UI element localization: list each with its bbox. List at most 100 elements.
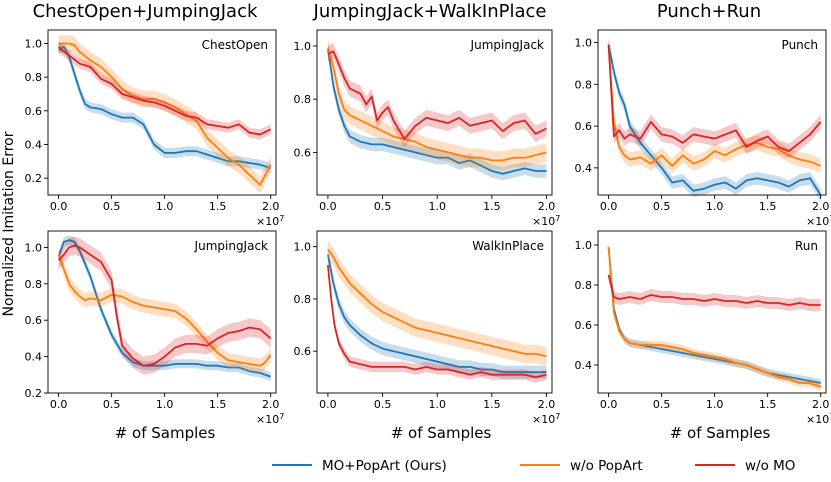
y-tick-label: 0.4 xyxy=(575,359,593,372)
series-band-1 xyxy=(327,42,547,181)
panel-title: ChestOpen xyxy=(202,38,268,52)
series-band-2 xyxy=(327,39,547,170)
x-tick-label: 0.0 xyxy=(319,398,337,411)
panel-title: WalkInPlace xyxy=(472,239,544,253)
x-tick-label: 1.0 xyxy=(428,398,446,411)
x-tick-label: 1.0 xyxy=(706,200,724,213)
series-band-3 xyxy=(608,37,821,159)
legend-label-wo-mo: w/o MO xyxy=(745,458,795,474)
x-tick-label: 1.0 xyxy=(156,398,174,411)
x-tick-label: 1.5 xyxy=(759,398,777,411)
y-tick-label: 0.4 xyxy=(575,162,593,175)
series-band-1 xyxy=(327,248,547,379)
x-tick-label: 0.0 xyxy=(600,398,618,411)
series-line-2 xyxy=(327,48,547,162)
series-band-3 xyxy=(608,269,821,311)
x-tick-label: 1.5 xyxy=(209,200,227,213)
series-line-1 xyxy=(327,48,547,175)
panel-5: 0.0 0.5 1.0 1.5 2.0 0.6 0.8 1.0 WalkInPlace ×107 xyxy=(294,230,560,426)
x-tick-label: 1.5 xyxy=(759,200,777,213)
y-tick-label: 1.0 xyxy=(294,40,312,53)
y-tick-label: 0.8 xyxy=(25,278,43,291)
x-tick-label: 0.5 xyxy=(374,398,392,411)
y-tick-label: 0.6 xyxy=(294,146,312,159)
series-band-2 xyxy=(327,240,547,366)
x-tick-label: 2.0 xyxy=(538,398,556,411)
x-axis-label-2: # of Samples xyxy=(391,424,492,442)
x-tick-label: 1.0 xyxy=(428,200,446,213)
legend-label-ours: MO+PopArt (Ours) xyxy=(322,458,447,474)
x-exponent-label: ×107 xyxy=(256,412,284,426)
series-line-3 xyxy=(607,44,822,152)
y-tick-label: 1.0 xyxy=(575,239,593,252)
series-line-3 xyxy=(607,274,821,306)
series-line-2 xyxy=(607,44,822,167)
y-tick-label: 0.6 xyxy=(575,319,593,332)
series-line-3 xyxy=(57,46,272,136)
series-line-2 xyxy=(327,248,547,358)
x-tick-label: 2.0 xyxy=(812,200,830,213)
chart-panels: 0.0 0.5 1.0 1.5 2.0 0.2 0.4 0.6 0.8 1.0 ChestOpen ×… xyxy=(25,29,831,426)
series-line-3 xyxy=(327,264,547,379)
series-line-1 xyxy=(607,44,822,196)
x-exponent-label: ×107 xyxy=(806,214,831,228)
series-band-1 xyxy=(608,243,821,387)
x-tick-label: 2.0 xyxy=(262,200,280,213)
axes-frame xyxy=(316,29,553,196)
series-line-1 xyxy=(57,239,271,378)
x-tick-label: 1.0 xyxy=(706,398,724,411)
panel-title: JumpingJack xyxy=(194,239,268,253)
panel-1: 0.0 0.5 1.0 1.5 2.0 0.2 0.4 0.6 0.8 1.0 ChestOpen ×… xyxy=(25,29,284,228)
panel-title: JumpingJack xyxy=(470,38,544,52)
x-tick-label: 0.0 xyxy=(319,200,337,213)
series-line-1 xyxy=(58,45,271,169)
y-tick-label: 1.0 xyxy=(25,241,43,254)
x-tick-label: 0.0 xyxy=(50,200,68,213)
x-tick-label: 2.0 xyxy=(538,200,556,213)
x-tick-label: 2.0 xyxy=(262,398,280,411)
series-line-3 xyxy=(57,244,272,367)
x-tick-label: 1.5 xyxy=(209,398,227,411)
y-tick-label: 0.6 xyxy=(294,345,312,358)
panel-4: 0.0 0.5 1.0 1.5 2.0 0.2 0.4 0.6 0.8 1.0 JumpingJac… xyxy=(25,230,284,426)
series-line-2 xyxy=(58,42,272,186)
x-exponent-label: ×107 xyxy=(532,214,560,228)
x-tick-label: 1.5 xyxy=(483,398,501,411)
panel-2: 0.0 0.5 1.0 1.5 2.0 0.6 0.8 1.0 JumpingJack ×107 xyxy=(294,29,560,228)
x-tick-label: 0.5 xyxy=(103,398,121,411)
y-tick-label: 0.6 xyxy=(575,120,593,133)
legend-label-wo-popart: w/o PopArt xyxy=(570,458,643,474)
series-line-2 xyxy=(57,254,272,367)
series-band-1 xyxy=(58,41,271,174)
panel-6: 0.0 0.5 1.0 1.5 2.0 0.4 0.6 0.8 1.0 Run ×107 xyxy=(575,230,831,426)
series-line-1 xyxy=(327,254,547,373)
x-exponent-label: ×107 xyxy=(806,412,831,426)
column-title-3: Punch+Run xyxy=(657,1,761,22)
legend: MO+PopArt (Ours) w/o PopArt w/o MO xyxy=(272,458,795,474)
series-band-3 xyxy=(58,236,271,375)
x-tick-label: 0.5 xyxy=(103,200,121,213)
y-tick-label: 0.8 xyxy=(294,93,312,106)
x-axis-label-3: # of Samples xyxy=(670,424,771,442)
panel-3: 0.0 0.5 1.0 1.5 2.0 0.4 0.6 0.8 1.0 Punch ×107 xyxy=(575,29,831,228)
x-tick-label: 0.5 xyxy=(653,200,671,213)
column-title-1: ChestOpen+JumpingJack xyxy=(33,1,258,22)
y-tick-label: 0.4 xyxy=(25,351,43,364)
x-exponent-label: ×107 xyxy=(256,214,284,228)
y-tick-label: 0.8 xyxy=(575,279,593,292)
y-tick-label: 0.2 xyxy=(25,387,43,400)
series-line-2 xyxy=(607,246,822,388)
y-tick-label: 0.2 xyxy=(25,172,43,185)
y-axis-label: Normalized Imitation Error xyxy=(1,131,17,316)
x-tick-label: 2.0 xyxy=(812,398,830,411)
y-tick-label: 0.4 xyxy=(25,138,43,151)
x-axis-label-1: # of Samples xyxy=(115,424,216,442)
series-band-1 xyxy=(608,38,821,202)
x-tick-label: 0.5 xyxy=(653,398,671,411)
series-band-2 xyxy=(58,35,271,194)
panel-title: Punch xyxy=(782,38,818,52)
x-tick-label: 0.0 xyxy=(50,398,68,411)
y-tick-label: 0.6 xyxy=(25,105,43,118)
axes-frame xyxy=(597,230,827,394)
